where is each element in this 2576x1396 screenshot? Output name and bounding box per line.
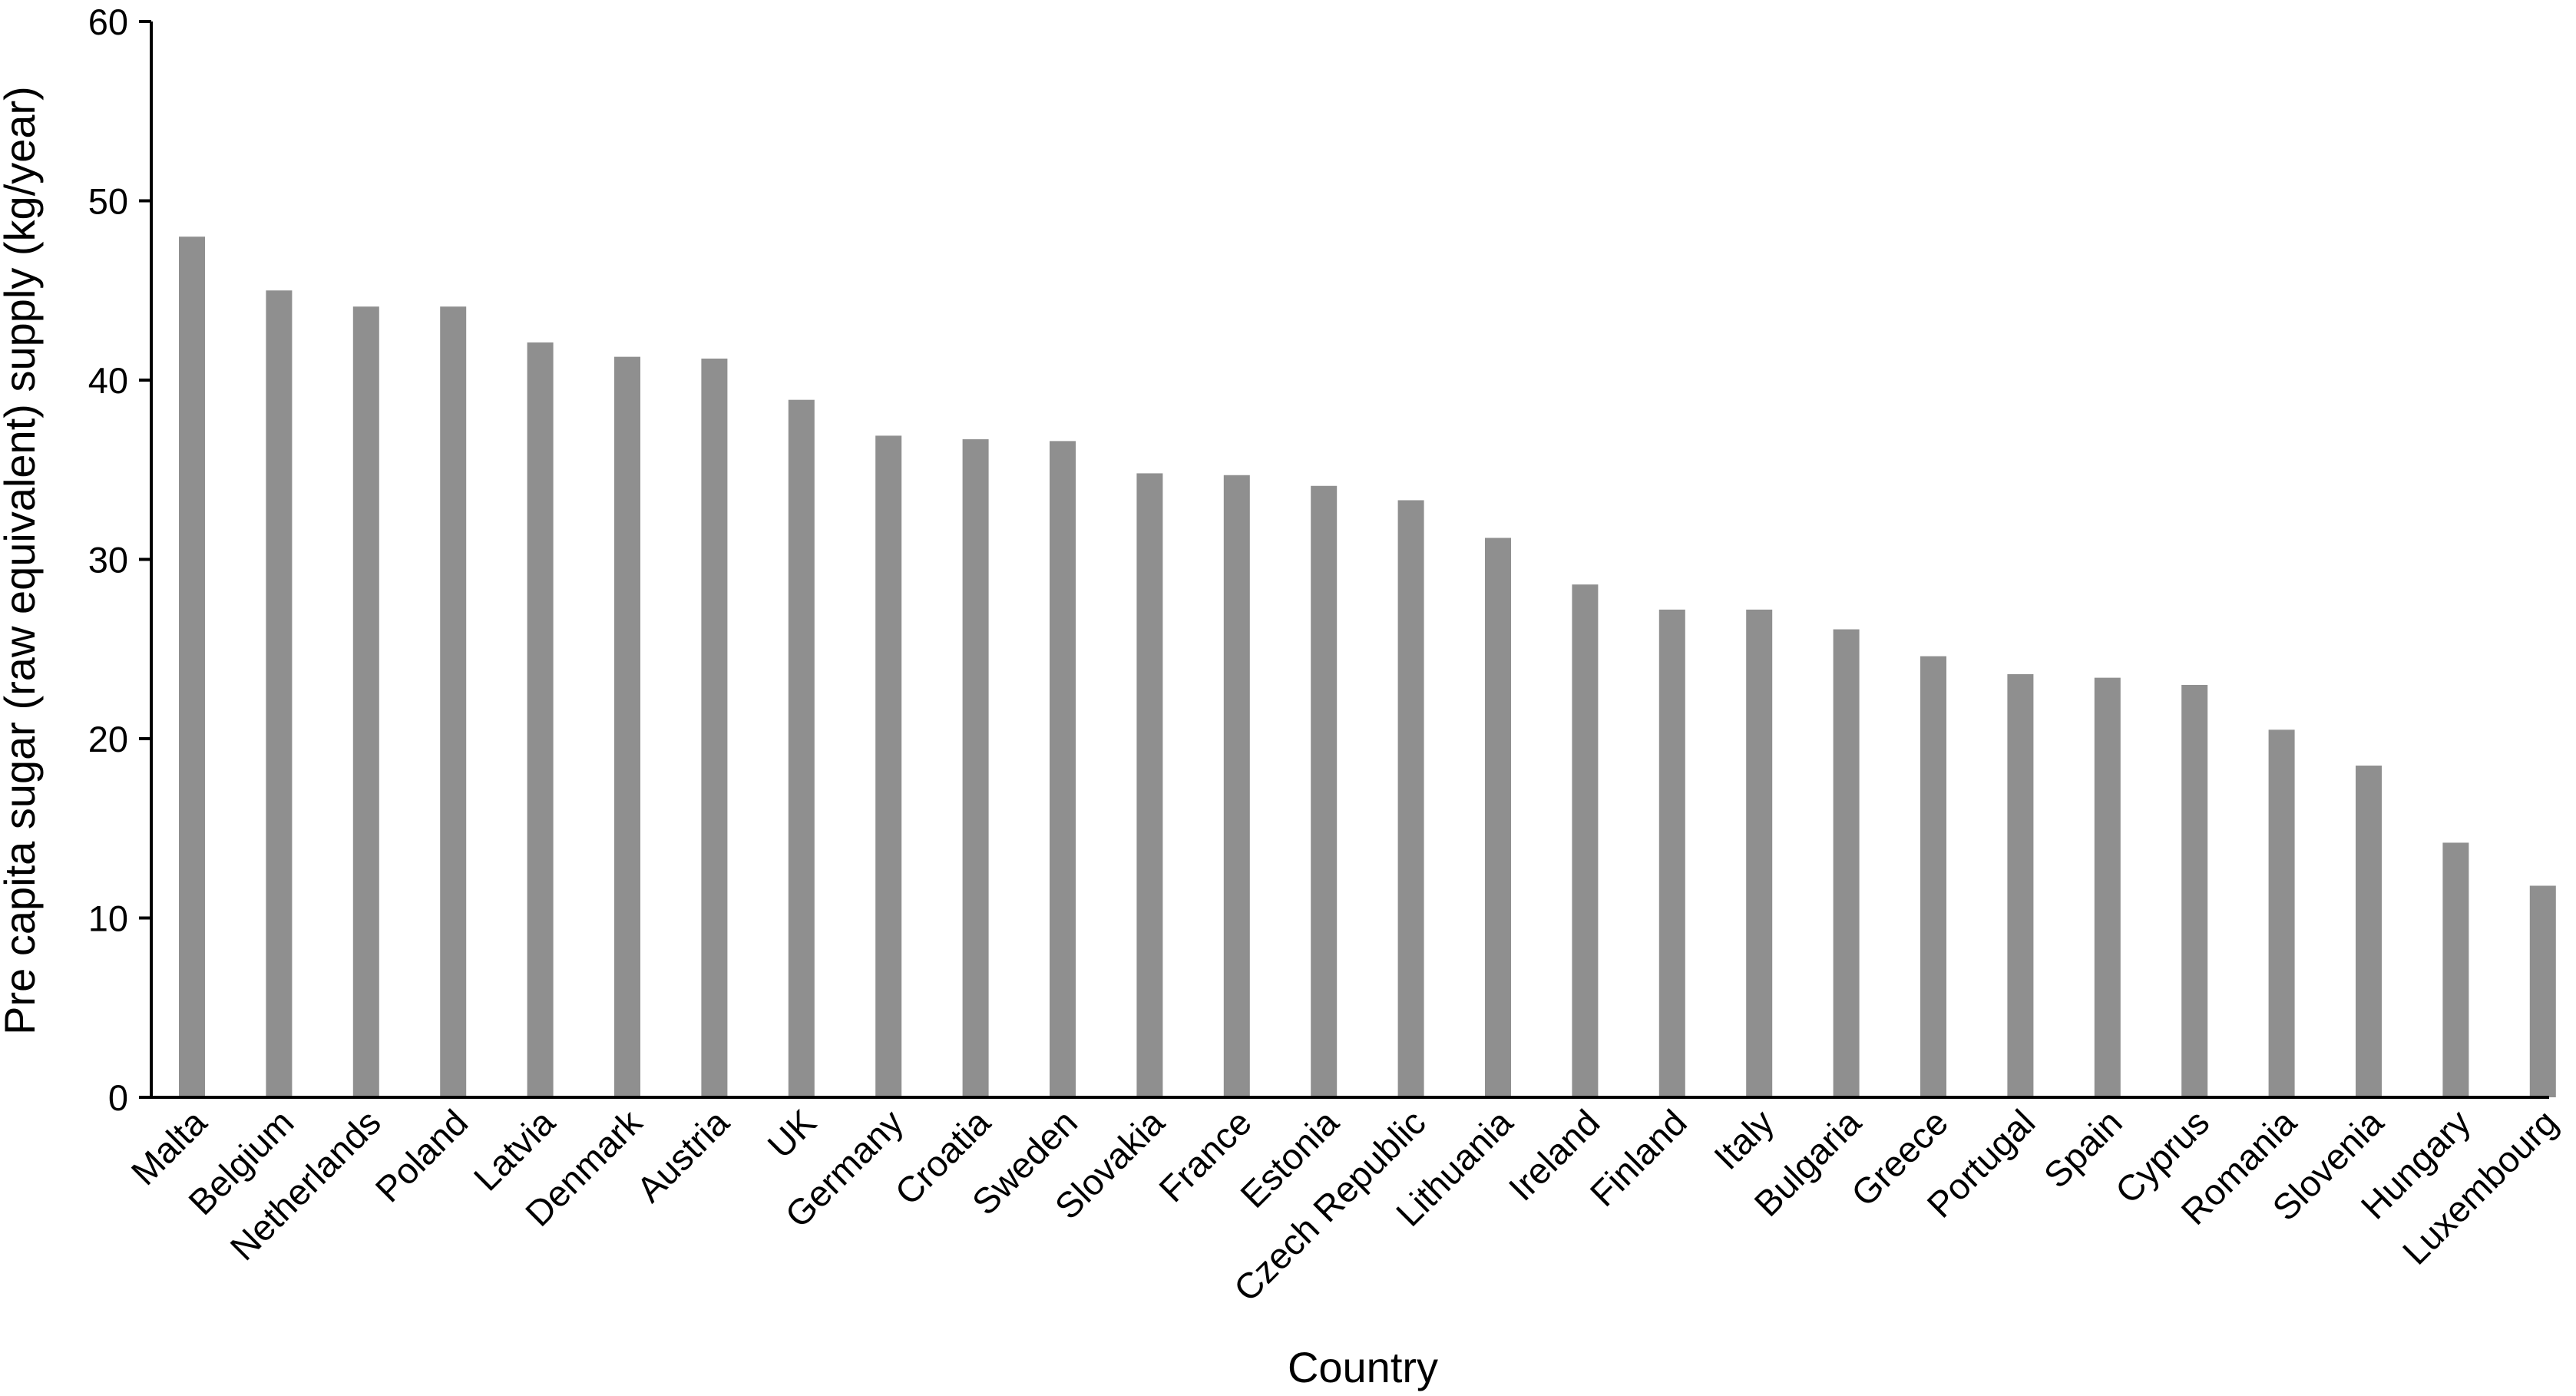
- bar: [1833, 629, 1860, 1097]
- bar: [1397, 500, 1424, 1097]
- x-tick-label: Italy: [1706, 1101, 1782, 1177]
- bar: [962, 439, 989, 1097]
- bar: [2007, 673, 2034, 1097]
- x-axis-title: Country: [1288, 1343, 1438, 1391]
- y-tick-label: 0: [108, 1077, 128, 1118]
- x-tick-label: Poland: [367, 1102, 475, 1210]
- y-axis-ticks: 0 10 20 30 40 50 60: [88, 2, 151, 1118]
- bar: [2442, 842, 2469, 1097]
- bar: [179, 237, 205, 1098]
- bar: [527, 342, 554, 1098]
- bar: [1050, 441, 1076, 1097]
- bar: [788, 399, 815, 1097]
- y-tick-label: 60: [88, 2, 128, 42]
- y-tick-label: 10: [88, 898, 128, 939]
- bar: [2268, 729, 2295, 1097]
- bar: [440, 306, 467, 1097]
- y-tick-label: 40: [88, 360, 128, 401]
- bar: [2094, 677, 2121, 1097]
- x-tick-label: Finland: [1582, 1102, 1694, 1214]
- y-tick-label: 30: [88, 540, 128, 581]
- bar: [1311, 485, 1338, 1097]
- bar: [2181, 684, 2208, 1097]
- bar: [1920, 656, 1946, 1097]
- bar: [1658, 609, 1685, 1097]
- x-axis-ticks: MaltaBelgiumNetherlandsPolandLatviaDenma…: [123, 1101, 2565, 1309]
- x-tick-label: UK: [759, 1102, 824, 1166]
- x-tick-label: Austria: [629, 1101, 738, 1210]
- y-tick-label: 20: [88, 719, 128, 759]
- bar: [1223, 475, 1250, 1097]
- bar: [875, 435, 902, 1097]
- bar: [701, 358, 728, 1098]
- bar: [266, 290, 293, 1097]
- bar: [1485, 538, 1511, 1097]
- y-tick-label: 50: [88, 181, 128, 222]
- y-axis-title: Pre capita sugar (raw equivalent) supply…: [0, 86, 44, 1035]
- bar: [1136, 473, 1163, 1097]
- bar: [614, 356, 640, 1097]
- bar: [352, 306, 379, 1097]
- bar: [1572, 584, 1599, 1097]
- bar: [2529, 885, 2556, 1097]
- bar: [1746, 609, 1773, 1097]
- bars: [179, 237, 2556, 1098]
- bar: [2356, 766, 2382, 1097]
